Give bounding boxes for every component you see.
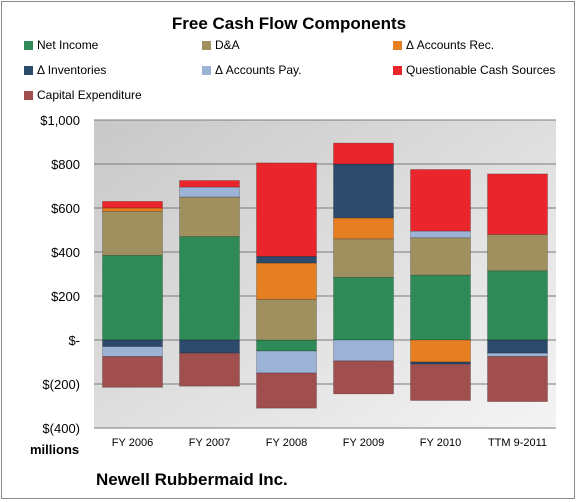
bar-segment: [256, 162, 317, 257]
bar-segment: [256, 350, 317, 374]
bar-segment: [487, 339, 548, 354]
bar-segment: [487, 233, 548, 272]
bar-segment: [102, 207, 163, 212]
legend-inventories: Δ Inventories: [24, 63, 106, 77]
x-tick-label: FY 2009: [343, 437, 384, 449]
x-tick-label: FY 2006: [112, 437, 153, 449]
legend-swatch-net-income: [24, 40, 33, 50]
legend-label-questionable-cash: Questionable Cash Sources: [406, 63, 556, 77]
legend-swatch-inventories: [24, 65, 33, 75]
legend-net-income: Net Income: [24, 38, 98, 52]
legend-swatch-capex: [24, 90, 33, 100]
bar-segment: [256, 262, 317, 300]
bar-segment: [333, 217, 394, 240]
bar-segment: [333, 360, 394, 395]
bar-segment: [333, 142, 394, 165]
bar-segment: [102, 346, 163, 357]
bar-segment: [102, 210, 163, 256]
company-name: Newell Rubbermaid Inc.: [96, 470, 288, 489]
bar-segment: [256, 372, 317, 409]
x-tick-label: FY 2007: [189, 437, 230, 449]
bar-segment: [102, 356, 163, 388]
x-axis-ticks: FY 2006 FY 2007 FY 2008 FY 2009 FY 2010 TTM 9…: [112, 437, 547, 449]
bar-segment: [410, 274, 471, 341]
legend-swatch-questionable-cash: [393, 65, 402, 75]
bar-segment: [487, 356, 548, 402]
legend-questionable-cash: Questionable Cash Sources: [393, 63, 555, 77]
plot-area: [94, 120, 556, 428]
gridlines: [94, 119, 556, 429]
x-tick-label: TTM 9-2011: [488, 437, 547, 449]
bar-segment: [102, 254, 163, 341]
y-tick-label: $(200): [42, 377, 80, 392]
y-tick-label: $-: [68, 333, 80, 348]
legend-accounts-rec: Δ Accounts Rec.: [393, 38, 494, 52]
legend-d-and-a: D&A: [202, 38, 240, 52]
legend-swatch-accounts-rec: [393, 40, 402, 50]
y-tick-label: $600: [51, 201, 80, 216]
bar-segment: [487, 270, 548, 341]
bar-segment: [256, 298, 317, 341]
legend-swatch-d-and-a: [202, 40, 211, 50]
bar-segment: [179, 186, 240, 198]
bar-segment: [487, 352, 548, 357]
bar-segment: [410, 237, 471, 276]
x-tick-label: FY 2010: [420, 437, 461, 449]
bar-segment: [179, 180, 240, 188]
legend-label-d-and-a: D&A: [215, 38, 240, 52]
legend-label-accounts-pay: Δ Accounts Pay.: [215, 63, 302, 77]
legend-swatch-accounts-pay: [202, 65, 211, 75]
y-tick-label: $400: [51, 245, 80, 260]
legend-label-net-income: Net Income: [37, 38, 99, 52]
legend-accounts-pay: Δ Accounts Pay.: [202, 63, 302, 77]
bar-segment: [179, 352, 240, 387]
y-tick-label: $200: [51, 289, 80, 304]
bar-segment: [179, 196, 240, 237]
bar-segment: [179, 339, 240, 354]
bar-segment: [102, 339, 163, 347]
unit-label: millions: [30, 442, 80, 457]
legend-capex: Capital Expenditure: [24, 88, 142, 102]
bar-segment: [256, 339, 317, 352]
legend-label-accounts-rec: Δ Accounts Rec.: [406, 38, 495, 52]
y-tick-label: $800: [51, 157, 80, 172]
bar-segment: [487, 173, 548, 235]
chart-title: Free Cash Flow Components: [171, 14, 407, 33]
y-tick-label: $1,000: [40, 113, 80, 128]
y-axis-ticks: $1,000 $800 $600 $400 $200 $- $(200) $(400): [40, 113, 80, 436]
bar-segment: [333, 163, 394, 219]
legend-label-capex: Capital Expenditure: [37, 88, 142, 102]
bar-segment: [410, 339, 471, 363]
bar-segment: [256, 255, 317, 264]
bar-segment: [410, 230, 471, 239]
x-tick-label: FY 2008: [266, 437, 307, 449]
bar-segment: [410, 363, 471, 401]
bar-segment: [410, 169, 471, 232]
bar-segment: [333, 276, 394, 341]
bar-segment: [102, 200, 163, 209]
bar-segment: [179, 236, 240, 341]
bar-segment: [333, 339, 394, 362]
y-tick-label: $(400): [42, 421, 80, 436]
bar-segment: [333, 238, 394, 278]
bars: [102, 142, 548, 409]
legend-label-inventories: Δ Inventories: [37, 63, 107, 77]
